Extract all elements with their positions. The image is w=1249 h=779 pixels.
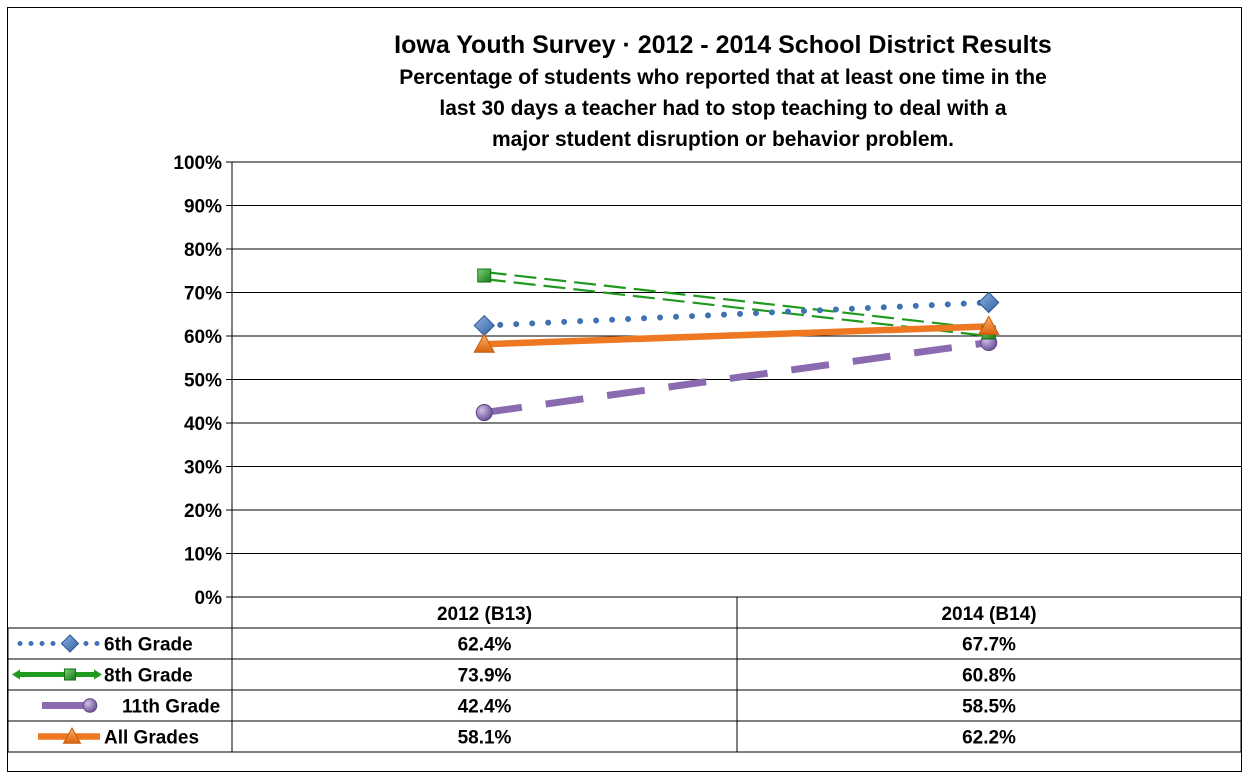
y-tick-label: 100% <box>173 153 222 174</box>
series-line-11th-grade <box>483 339 990 417</box>
table-value-cell: 62.2% <box>962 728 1016 749</box>
y-tick-label: 50% <box>184 371 222 392</box>
table-value-cell: 42.4% <box>458 697 512 718</box>
series-lines <box>481 270 992 417</box>
data-point-diamond <box>978 291 1000 314</box>
y-tick-label: 0% <box>195 588 223 609</box>
chart-subtitle-line-1: Percentage of students who reported that… <box>399 66 1047 89</box>
table-header-cell: 2014 (B14) <box>941 604 1036 625</box>
y-tick-label: 90% <box>184 197 222 218</box>
y-tick-label: 20% <box>184 501 222 522</box>
table-header-cell: 2012 (B13) <box>437 604 532 625</box>
chart-border <box>7 7 1242 772</box>
data-point-diamond <box>473 314 495 337</box>
table-value-cell: 62.4% <box>458 635 512 656</box>
y-tick-label: 60% <box>184 327 222 348</box>
data-point-square <box>477 268 492 283</box>
legend-arrow <box>94 669 102 680</box>
y-axis: 0% 10% 20% 30% 40% 50% 60% 70% 80% 90% 100% <box>173 153 233 609</box>
legend-label: All Grades <box>104 728 199 749</box>
legend-label: 8th Grade <box>104 666 193 687</box>
table-value-cell: 67.7% <box>962 635 1016 656</box>
y-tick-label: 30% <box>184 458 222 479</box>
series-line-6th-grade <box>481 299 992 329</box>
table-value-cell: 58.1% <box>458 728 512 749</box>
legend-label: 11th Grade <box>122 697 220 718</box>
y-tick-label: 10% <box>184 545 222 566</box>
table-value-cell: 58.5% <box>962 697 1016 718</box>
y-tick-label: 80% <box>184 240 222 261</box>
legend-arrow <box>12 669 20 680</box>
legend-marker-circle <box>82 698 98 713</box>
series-markers <box>473 268 1000 422</box>
table-value-cell: 73.9% <box>458 666 512 687</box>
y-tick-label: 70% <box>184 284 222 305</box>
data-point-circle <box>475 404 493 422</box>
data-point-triangle <box>473 333 496 353</box>
chart-title: Iowa Youth Survey · 2012 - 2014 School D… <box>394 31 1052 59</box>
y-tick-label: 40% <box>184 414 222 435</box>
table-value-cell: 60.8% <box>962 666 1016 687</box>
legend-label: 6th Grade <box>104 635 193 656</box>
chart-subtitle-line-3: major student disruption or behavior pro… <box>492 128 954 151</box>
series-line-all-grades <box>484 323 989 348</box>
legend-marker-triangle <box>62 726 82 744</box>
chart-subtitle-line-2: last 30 days a teacher had to stop teach… <box>439 97 1006 120</box>
data-table: 2012 (B13) 2014 (B14) 6th Grade 62.4% 67.7% 8… <box>7 596 1242 753</box>
series-line-stroke <box>484 270 990 331</box>
legend-marker-diamond <box>60 634 80 653</box>
data-point-triangle <box>977 315 1000 335</box>
legend-marker-square <box>63 668 77 681</box>
